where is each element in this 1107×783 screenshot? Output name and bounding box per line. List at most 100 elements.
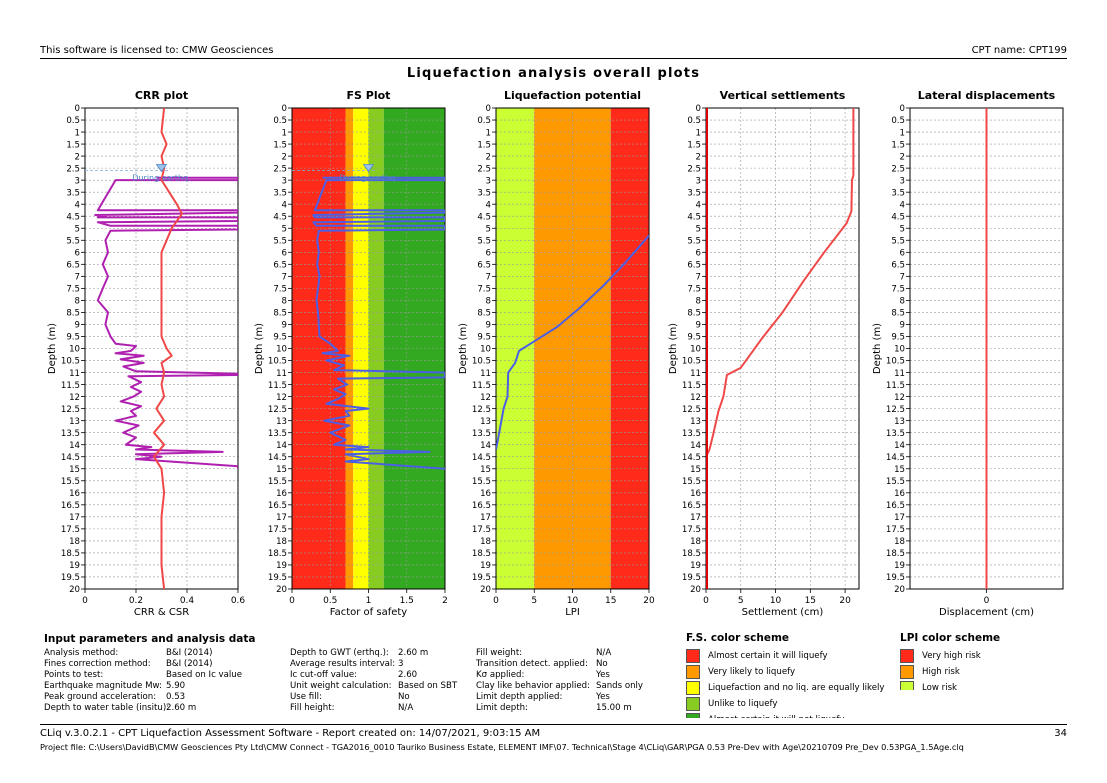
y-tick-label: 10.5: [682, 357, 701, 367]
input-params-col2: Depth to GWT (erthq.): 2.60 m Average resu…: [290, 648, 457, 714]
y-tick-label: 14.5: [472, 453, 491, 463]
y-tick-label: 17.5: [268, 525, 287, 535]
chart-5: Lateral displacements00.511.522.533.544.…: [872, 89, 1064, 618]
chart-4: Vertical settlements00.511.522.533.544.5…: [668, 89, 860, 618]
x-tick-label: 0: [493, 596, 499, 606]
input-params-title: Input parameters and analysis data: [44, 633, 256, 645]
y-tick-label: 14.5: [268, 453, 287, 463]
y-tick-label: 18: [690, 537, 701, 547]
x-tick-label: 20: [839, 596, 851, 606]
param-key: Earthquake magnitude Mw:: [44, 681, 162, 691]
series-group: [496, 234, 649, 450]
y-tick-label: 17.5: [472, 525, 491, 535]
y-tick-label: 6: [696, 249, 701, 259]
chart-title: Vertical settlements: [720, 89, 846, 102]
y-tick-label: 8.5: [891, 309, 905, 319]
series-line-1: [312, 176, 445, 470]
legend-label: Low risk: [922, 683, 958, 690]
y-tick-label: 17.5: [682, 525, 701, 535]
y-tick-label: 2.5: [66, 164, 80, 174]
y-tick-label: 1.5: [273, 140, 287, 150]
y-tick-label: 12: [690, 393, 701, 403]
y-tick-label: 1: [282, 128, 287, 138]
param-row: Depth to water table (insitu): 2.60 m: [44, 703, 242, 714]
y-tick-label: 13.5: [61, 429, 80, 439]
y-tick-label: 1: [900, 128, 905, 138]
input-params-col1: Analysis method: B&I (2014) Fines correcti…: [44, 648, 242, 714]
legend-item: High risk: [900, 664, 981, 680]
y-tick-label: 19: [276, 561, 287, 571]
y-tick-label: 17: [894, 513, 905, 523]
y-tick-label: 4: [696, 200, 701, 210]
y-tick-label: 10: [690, 345, 701, 355]
param-key: Clay like behavior applied:: [476, 681, 590, 691]
y-tick-label: 6.5: [687, 261, 701, 271]
y-tick-label: 11: [69, 369, 80, 379]
y-tick-label: 13: [276, 417, 287, 427]
series-line-1: [706, 108, 855, 589]
y-tick-label: 2.5: [477, 164, 491, 174]
x-tick-label: 0: [984, 596, 990, 606]
legend-swatch: [686, 697, 700, 711]
y-tick-label: 5.5: [687, 236, 701, 246]
y-tick-label: 3: [696, 176, 701, 186]
x-tick-label: 0.6: [231, 596, 246, 606]
param-key: Limit depth:: [476, 703, 528, 713]
y-tick-label: 12.5: [472, 405, 491, 415]
y-tick-label: 9: [75, 321, 80, 331]
x-axis-label: Displacement (cm): [939, 607, 1034, 618]
y-tick-label: 20: [690, 585, 701, 595]
y-tick-label: 14: [69, 441, 80, 451]
y-tick-label: 0.5: [273, 116, 287, 126]
y-tick-label: 7.5: [477, 285, 491, 295]
y-tick-label: 0.5: [891, 116, 905, 126]
y-tick-label: 12: [69, 393, 80, 403]
y-tick-label: 5.5: [477, 236, 491, 246]
legend-swatch: [686, 665, 700, 679]
legend-item: Almost certain it will not liquefy: [686, 712, 885, 718]
y-tick-label: 15.5: [472, 477, 491, 487]
y-tick-label: 16.5: [268, 501, 287, 511]
y-tick-label: 18: [480, 537, 491, 547]
y-tick-label: 5: [75, 224, 80, 234]
y-tick-label: 11.5: [61, 381, 80, 391]
legend-swatch: [900, 649, 914, 663]
legend-item: Very likely to liquefy: [686, 664, 885, 680]
y-tick-label: 16.5: [682, 501, 701, 511]
y-tick-label: 11.5: [682, 381, 701, 391]
y-tick-label: 4: [900, 200, 905, 210]
y-tick-label: 11.5: [886, 381, 905, 391]
legend-label: Very likely to liquefy: [708, 667, 796, 677]
y-tick-label: 2: [696, 152, 701, 162]
lpi-scheme-title: LPI color scheme: [900, 632, 1001, 644]
param-row: Earthquake magnitude Mw: 5.90: [44, 681, 242, 692]
input-params-col3: Fill weight: N/A Transition detect. applie…: [476, 648, 643, 714]
y-tick-label: 3.5: [477, 188, 491, 198]
legend-item: Almost certain it will liquefy: [686, 648, 885, 664]
y-tick-label: 8: [486, 297, 491, 307]
param-value: B&I (2014): [166, 648, 213, 658]
y-tick-label: 19.5: [682, 573, 701, 583]
param-value: N/A: [596, 648, 612, 658]
param-row: Depth to GWT (erthq.): 2.60 m: [290, 648, 457, 659]
y-tick-label: 1.5: [66, 140, 80, 150]
param-value: 2.60 m: [166, 703, 197, 713]
y-axis-label: Depth (m): [872, 323, 883, 374]
y-tick-label: 14.5: [61, 453, 80, 463]
param-value: 2.60 m: [398, 648, 429, 658]
y-tick-label: 3: [486, 176, 491, 186]
y-tick-label: 18: [894, 537, 905, 547]
x-tick-label: 15: [805, 596, 816, 606]
y-tick-label: 8.5: [66, 309, 80, 319]
y-tick-label: 16.5: [886, 501, 905, 511]
y-tick-label: 15: [480, 465, 491, 475]
legend-swatch: [900, 681, 914, 690]
y-tick-label: 7: [75, 273, 80, 283]
y-tick-label: 17: [69, 513, 80, 523]
y-tick-label: 2: [282, 152, 287, 162]
y-tick-label: 13: [69, 417, 80, 427]
y-tick-label: 9: [282, 321, 287, 331]
y-tick-label: 0: [282, 104, 287, 114]
x-tick-label: 2: [442, 596, 448, 606]
y-tick-label: 14.5: [886, 453, 905, 463]
